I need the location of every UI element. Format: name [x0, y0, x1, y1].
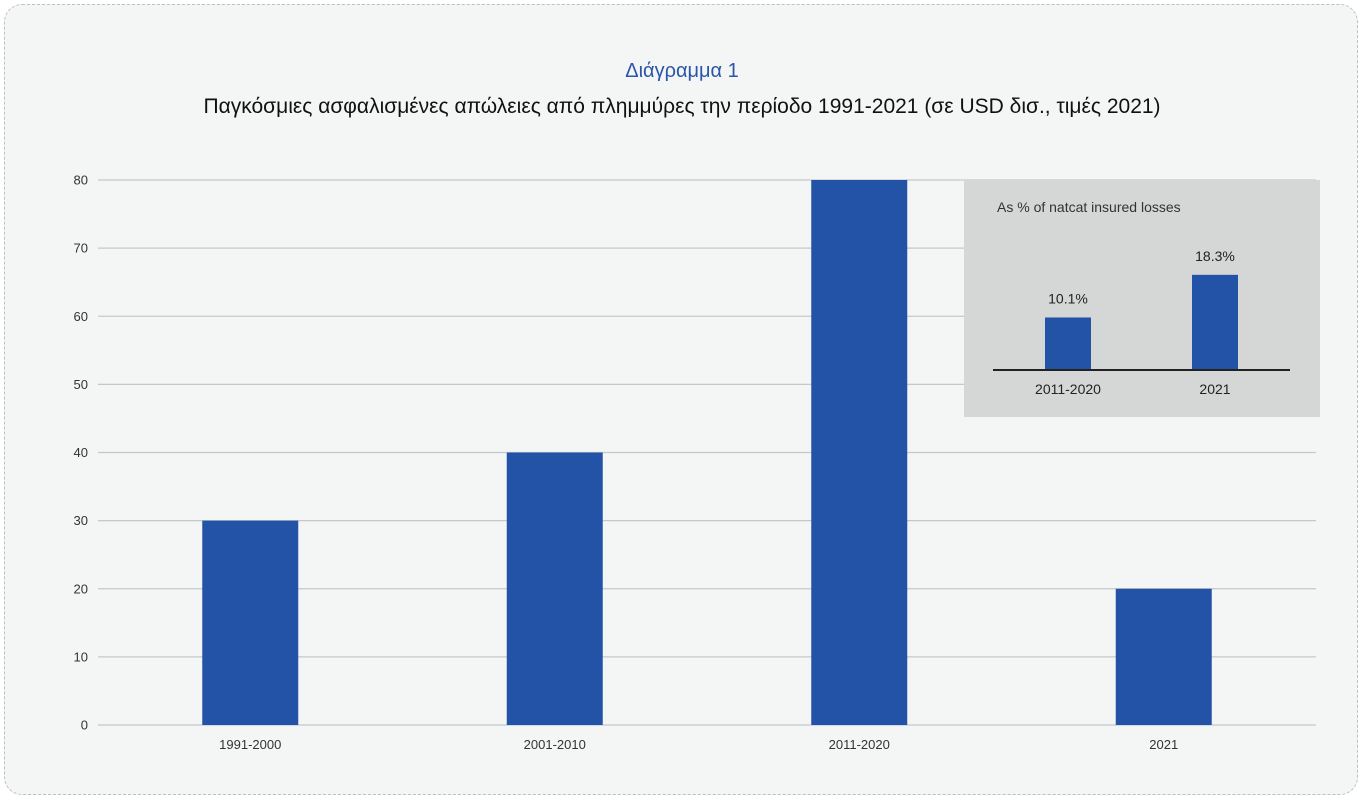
- inset-bar: [1045, 317, 1091, 370]
- y-tick-label: 40: [74, 445, 88, 460]
- x-tick-label: 2021: [1149, 737, 1178, 752]
- inset-data-label: 10.1%: [1048, 290, 1088, 306]
- y-tick-label: 0: [81, 718, 88, 733]
- x-tick-label: 2011-2020: [829, 737, 890, 752]
- y-tick-label: 10: [74, 649, 88, 664]
- x-tick-label: 2001-2010: [524, 737, 586, 752]
- inset-panel: [964, 180, 1320, 417]
- bar: [1115, 588, 1212, 725]
- inset-data-label: 18.3%: [1195, 248, 1235, 264]
- y-tick-label: 80: [74, 173, 88, 188]
- inset-title: As % of natcat insured losses: [997, 199, 1181, 215]
- y-tick-label: 20: [74, 581, 88, 596]
- inset-x-tick-label: 2011-2020: [1035, 381, 1101, 397]
- bar: [202, 520, 299, 725]
- y-tick-label: 60: [74, 309, 88, 324]
- bar: [506, 452, 603, 725]
- chart-subtitle: Παγκόσμιες ασφαλισμένες απώλειες από πλη…: [203, 95, 1161, 118]
- y-tick-label: 70: [74, 241, 88, 256]
- inset-x-tick-label: 2021: [1199, 381, 1230, 397]
- x-tick-label: 1991-2000: [219, 737, 281, 752]
- y-tick-label: 50: [74, 377, 88, 392]
- y-tick-label: 30: [74, 513, 88, 528]
- bar: [811, 180, 908, 725]
- chart-number: Διάγραμμα 1: [625, 60, 739, 82]
- inset-bar: [1192, 274, 1238, 370]
